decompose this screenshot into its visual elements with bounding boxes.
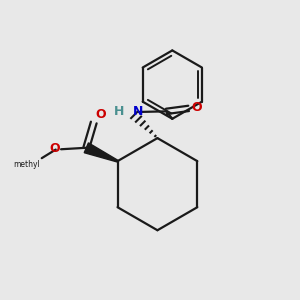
Text: H: H bbox=[113, 105, 124, 118]
Text: N: N bbox=[134, 105, 144, 118]
Polygon shape bbox=[84, 143, 118, 162]
Text: O: O bbox=[191, 101, 202, 114]
Text: O: O bbox=[49, 142, 60, 155]
Text: O: O bbox=[96, 108, 106, 121]
Text: methyl: methyl bbox=[14, 160, 40, 169]
